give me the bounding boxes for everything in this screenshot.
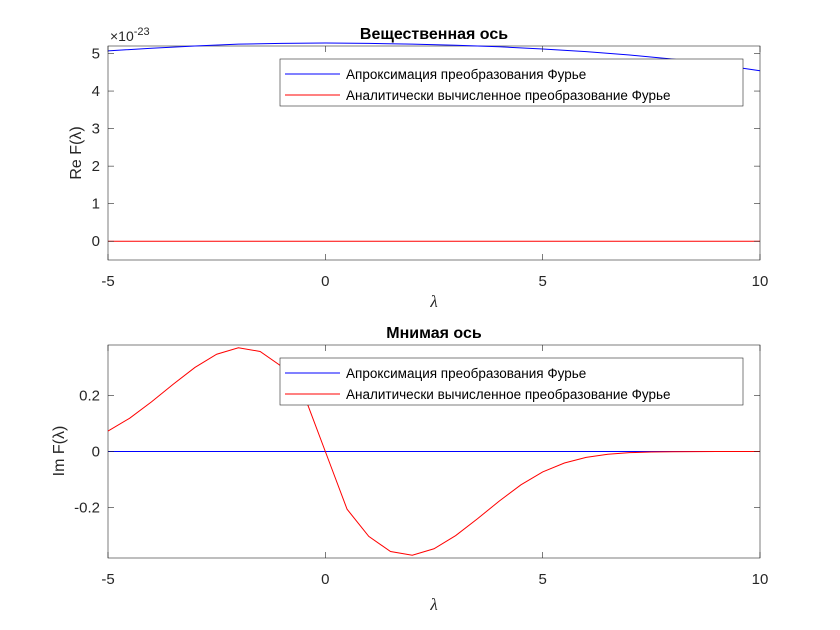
imaginary-series-line-analytic (107, 347, 760, 556)
imaginary-y-tick-label: 0.2 (79, 387, 100, 404)
real-series-line-approx (107, 42, 761, 72)
imaginary-x-tick-label: -5 (101, 571, 114, 588)
real-x-tick-label: 5 (538, 273, 546, 290)
imaginary-x-tick-label: 5 (538, 571, 546, 588)
real-legend-label-analytic: Аналитически вычисленное преобразование … (346, 88, 671, 103)
real-y-tick-label: 2 (92, 158, 100, 175)
real-y-tick-label: 4 (92, 83, 100, 100)
real-legend-box (279, 58, 744, 107)
imaginary-chart-title: Мнимая ось (386, 325, 482, 342)
real-y-axis-label: Re F(λ) (68, 126, 85, 179)
imaginary-x-tick-label: 0 (321, 571, 329, 588)
real-x-axis-label: λ (429, 292, 437, 311)
real-y-tick-label: 5 (92, 46, 100, 63)
imaginary-y-axis-label: Im F(λ) (51, 426, 68, 477)
real-legend: Апроксимация преобразования Фурье Аналит… (279, 58, 744, 107)
real-x-tick-label: -5 (101, 273, 114, 290)
imaginary-ticks-group: -5 0 5 10 -0.2 0 0.2 (74, 345, 768, 588)
imaginary-axis-subplot: Мнимая ось Im F(λ) λ -5 0 5 10 -0.2 0 0.2 Апро… (51, 325, 768, 614)
imaginary-legend: Апроксимация преобразования Фурье Аналит… (279, 357, 744, 406)
imaginary-series-group (107, 347, 760, 556)
real-ticks-group: -5 0 5 10 0 1 2 3 4 5 (92, 46, 769, 290)
imaginary-legend-box (279, 357, 744, 406)
real-axis-subplot: Вещественная ось ×10-23 Re F(λ) λ -5 0 5 10… (68, 26, 768, 311)
imaginary-legend-label-analytic: Аналитически вычисленное преобразование … (346, 387, 671, 402)
real-x-tick-label: 10 (752, 273, 769, 290)
real-y-tick-label: 3 (92, 121, 100, 138)
real-chart-title: Вещественная ось (360, 26, 508, 43)
imaginary-x-tick-label: 10 (752, 571, 769, 588)
imaginary-y-tick-label: -0.2 (74, 500, 100, 517)
imaginary-y-tick-label: 0 (92, 444, 100, 461)
real-y-multiplier: ×10-23 (110, 26, 150, 44)
real-legend-label-approx: Апроксимация преобразования Фурье (346, 67, 586, 82)
real-y-tick-label: 1 (92, 196, 100, 213)
real-series-group (107, 42, 761, 242)
real-x-tick-label: 0 (321, 273, 329, 290)
imaginary-x-axis-label: λ (429, 595, 437, 614)
imaginary-legend-label-approx: Апроксимация преобразования Фурье (346, 366, 586, 381)
real-y-tick-label: 0 (92, 233, 100, 250)
